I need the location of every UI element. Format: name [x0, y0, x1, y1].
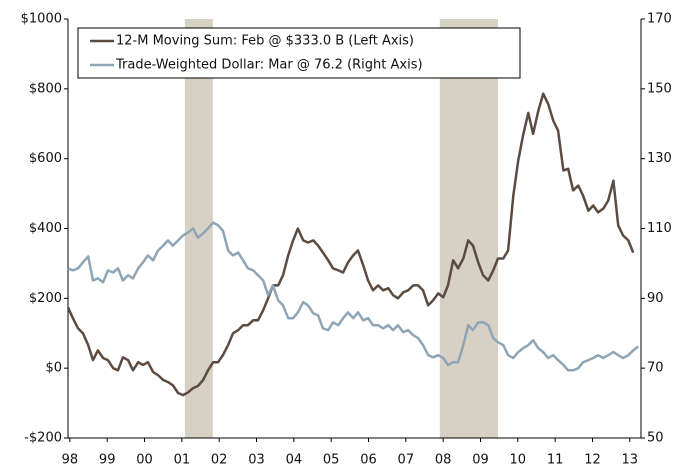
legend-label: Trade-Weighted Dollar: Mar @ 76.2 (Right… [115, 58, 423, 73]
x-tick-label: 13 [622, 453, 639, 465]
x-tick-label: 08 [435, 453, 452, 465]
x-tick-label: 07 [398, 453, 415, 465]
y-tick-label: -$200 [24, 431, 62, 446]
x-tick-label: 03 [248, 453, 265, 465]
y-tick-label: $1000 [21, 12, 62, 27]
x-tick-label: 06 [360, 453, 377, 465]
legend-box [77, 27, 521, 79]
y2-tick-label: 110 [647, 221, 672, 236]
x-tick-label: 00 [136, 453, 153, 465]
y-tick-label: $600 [29, 151, 62, 166]
x-tick-label: 98 [62, 453, 79, 465]
x-tick-label: 05 [323, 453, 340, 465]
y2-tick-label: 150 [647, 81, 672, 96]
series-line [66, 92, 635, 397]
x-tick-label: 01 [174, 453, 191, 465]
y2-tick-label: 170 [647, 12, 672, 27]
x-tick-label: 12 [584, 453, 601, 465]
x-tick-label: 11 [547, 453, 564, 465]
legend-label: 12-M Moving Sum: Feb @ $333.0 B (Left Ax… [116, 34, 414, 49]
y2-tick-label: 130 [647, 151, 672, 166]
y2-tick-label: 50 [647, 431, 664, 446]
y2-tick-label: 70 [647, 361, 664, 376]
x-tick-label: 02 [211, 453, 228, 465]
x-tick-label: 09 [472, 453, 489, 465]
series-line [67, 221, 640, 372]
x-tick-label: 04 [286, 453, 303, 465]
y2-tick-label: 90 [647, 291, 664, 306]
x-tick-label: 99 [99, 453, 116, 465]
recession-band [439, 19, 499, 438]
x-tick-label: 10 [510, 453, 527, 465]
y-tick-label: $800 [29, 81, 62, 96]
y-tick-label: $400 [29, 221, 62, 236]
y-tick-label: $0 [45, 361, 62, 376]
y-tick-label: $200 [29, 291, 62, 306]
